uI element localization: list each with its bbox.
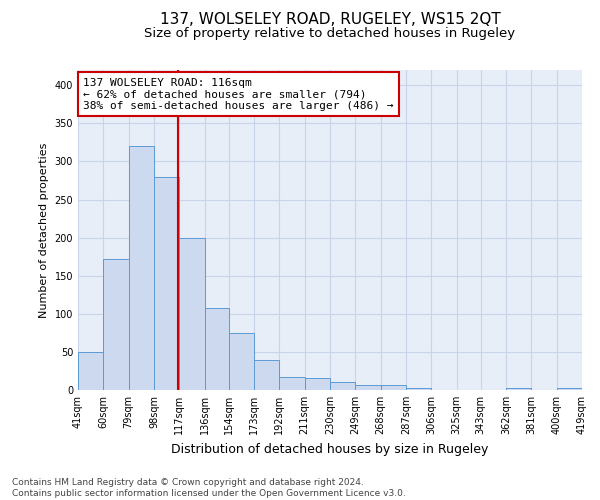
X-axis label: Distribution of detached houses by size in Rugeley: Distribution of detached houses by size … <box>172 442 488 456</box>
Bar <box>380 386 406 390</box>
Bar <box>254 360 280 390</box>
Bar <box>229 333 254 390</box>
Bar <box>179 238 205 390</box>
Bar <box>330 382 355 390</box>
Bar <box>506 388 532 390</box>
Y-axis label: Number of detached properties: Number of detached properties <box>39 142 49 318</box>
Bar <box>128 146 154 390</box>
Bar <box>154 176 179 390</box>
Text: Size of property relative to detached houses in Rugeley: Size of property relative to detached ho… <box>145 28 515 40</box>
Bar <box>406 388 431 390</box>
Bar <box>78 352 103 390</box>
Text: 137, WOLSELEY ROAD, RUGELEY, WS15 2QT: 137, WOLSELEY ROAD, RUGELEY, WS15 2QT <box>160 12 500 28</box>
Bar <box>205 308 229 390</box>
Bar <box>103 259 128 390</box>
Bar <box>557 388 582 390</box>
Text: 137 WOLSELEY ROAD: 116sqm
← 62% of detached houses are smaller (794)
38% of semi: 137 WOLSELEY ROAD: 116sqm ← 62% of detac… <box>83 78 394 111</box>
Bar <box>280 377 305 390</box>
Bar <box>355 384 380 390</box>
Bar <box>305 378 330 390</box>
Text: Contains HM Land Registry data © Crown copyright and database right 2024.
Contai: Contains HM Land Registry data © Crown c… <box>12 478 406 498</box>
